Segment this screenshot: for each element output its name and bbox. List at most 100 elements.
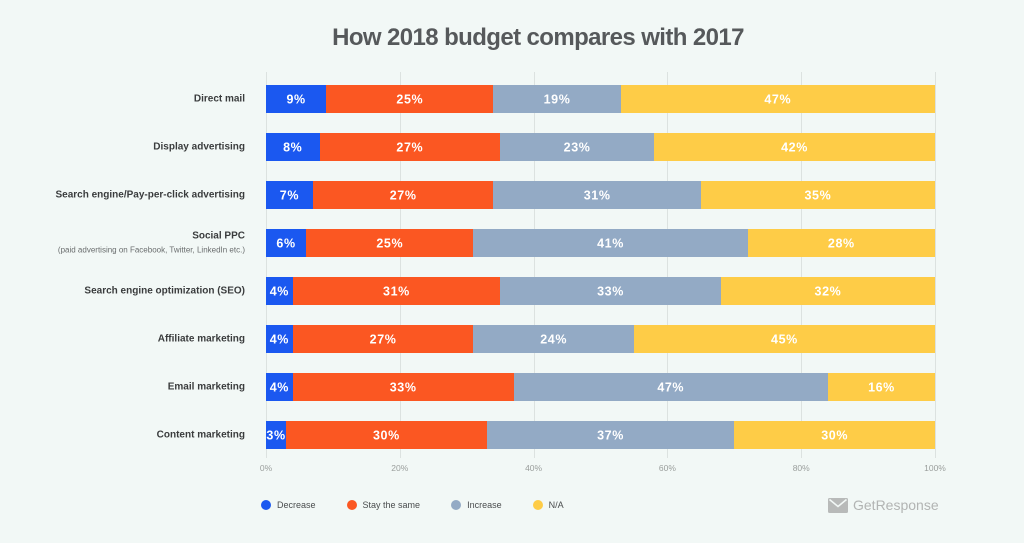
x-axis-ticks: 0% 20% 40% 60% 80% 100% <box>260 463 946 473</box>
data-label-search-engine-optimization-seo-decrease: 4% <box>270 285 289 299</box>
bar-segment-search-engine-optimization-seo-n-a <box>721 277 935 305</box>
legend-item-stay-the-same: Stay the same <box>346 498 421 512</box>
data-label-email-marketing-increase: 47% <box>657 381 684 395</box>
bar-segment-direct-mail-increase <box>493 85 621 113</box>
data-label-direct-mail-n-a: 47% <box>764 93 791 107</box>
x-tick-label: 100% <box>924 463 946 473</box>
bar-segment-search-engine-pay-per-click-advertising-increase <box>493 181 701 209</box>
bar-segment-social-ppc-n-a <box>748 229 935 257</box>
bar-segment-search-engine-pay-per-click-advertising-stay-the-same <box>313 181 493 209</box>
bar-segment-email-marketing-increase <box>514 373 828 401</box>
bar-segment-search-engine-optimization-seo-stay-the-same <box>293 277 500 305</box>
bar-social-ppc <box>266 229 935 257</box>
bar-segment-affiliate-marketing-increase <box>473 325 634 353</box>
bar-segment-search-engine-pay-per-click-advertising-decrease <box>266 181 313 209</box>
bar-segment-search-engine-optimization-seo-decrease <box>266 277 293 305</box>
bar-search-engine-pay-per-click-advertising <box>266 181 935 209</box>
category-label-social-ppc: Social PPC <box>192 231 245 242</box>
bar-segment-content-marketing-decrease <box>266 421 286 449</box>
data-label-affiliate-marketing-increase: 24% <box>540 333 567 347</box>
chart-title: How 2018 budget compares with 2017 <box>332 24 744 51</box>
bar-segment-affiliate-marketing-decrease <box>266 325 293 353</box>
category-note-social-ppc: (paid advertising on Facebook, Twitter, … <box>58 246 245 255</box>
brand-logo: GetResponse <box>828 496 939 514</box>
bar-segment-email-marketing-stay-the-same <box>293 373 514 401</box>
bar-affiliate-marketing <box>266 325 935 353</box>
data-label-direct-mail-increase: 19% <box>544 93 571 107</box>
legend-label-increase: Increase <box>467 500 502 510</box>
category-label-direct-mail: Direct mail <box>194 94 245 105</box>
bar-segment-display-advertising-n-a <box>654 133 935 161</box>
bar-search-engine-optimization-seo <box>266 277 935 305</box>
bar-direct-mail <box>266 85 935 113</box>
bar-content-marketing <box>266 421 935 449</box>
data-label-email-marketing-stay-the-same: 33% <box>390 381 417 395</box>
x-tick-label: 60% <box>659 463 676 473</box>
bar-segment-display-advertising-increase <box>500 133 654 161</box>
legend: Decrease Stay the same Increase N/A <box>261 498 595 512</box>
data-label-social-ppc-stay-the-same: 25% <box>376 237 403 251</box>
legend-label-n-a: N/A <box>548 500 564 510</box>
data-label-social-ppc-increase: 41% <box>597 237 624 251</box>
data-label-display-advertising-stay-the-same: 27% <box>396 141 423 155</box>
bar-segment-affiliate-marketing-n-a <box>634 325 935 353</box>
bar-segment-email-marketing-n-a <box>828 373 935 401</box>
category-label-search-engine-optimization-seo: Search engine optimization (SEO) <box>84 286 245 297</box>
bar-email-marketing <box>266 373 935 401</box>
legend-swatch-n-a <box>532 500 543 510</box>
bar-segment-content-marketing-stay-the-same <box>286 421 487 449</box>
data-label-content-marketing-decrease: 3% <box>266 429 285 443</box>
bar-segment-search-engine-optimization-seo-increase <box>500 277 721 305</box>
category-label-display-advertising: Display advertising <box>153 142 245 153</box>
category-label-email-marketing: Email marketing <box>168 382 245 393</box>
legend-item-n-a: N/A <box>532 498 564 512</box>
data-label-display-advertising-decrease: 8% <box>283 141 302 155</box>
x-tick-label: 20% <box>391 463 408 473</box>
data-label-email-marketing-n-a: 16% <box>868 381 895 395</box>
legend-swatch-decrease <box>261 500 271 510</box>
data-label-search-engine-optimization-seo-stay-the-same: 31% <box>383 285 410 299</box>
bar-segment-display-advertising-stay-the-same <box>320 133 500 161</box>
data-label-social-ppc-n-a: 28% <box>828 237 855 251</box>
bar-segment-social-ppc-decrease <box>266 229 306 257</box>
legend-label-decrease: Decrease <box>277 500 316 510</box>
legend-swatch-stay-the-same <box>346 500 357 510</box>
bar-segment-direct-mail-decrease <box>266 85 326 113</box>
category-labels: Direct mail Display advertising Search eng… <box>55 94 245 441</box>
data-label-email-marketing-decrease: 4% <box>270 381 289 395</box>
data-label-content-marketing-stay-the-same: 30% <box>373 429 400 443</box>
data-label-search-engine-pay-per-click-advertising-increase: 31% <box>584 189 611 203</box>
category-label-search-engine-pay-per-click-advertising: Search engine/Pay-per-click advertising <box>55 190 245 201</box>
legend-label-stay-the-same: Stay the same <box>362 500 421 510</box>
envelope-icon <box>828 497 848 513</box>
bar-segment-display-advertising-decrease <box>266 133 320 161</box>
category-label-affiliate-marketing: Affiliate marketing <box>158 334 245 345</box>
bar-segment-content-marketing-increase <box>487 421 734 449</box>
data-label-affiliate-marketing-decrease: 4% <box>270 333 289 347</box>
x-tick-label: 80% <box>793 463 810 473</box>
legend-item-increase: Increase <box>451 498 502 512</box>
x-tick-label: 40% <box>525 463 542 473</box>
data-label-content-marketing-n-a: 30% <box>821 429 848 443</box>
data-label-search-engine-optimization-seo-n-a: 32% <box>815 285 842 299</box>
data-label-search-engine-pay-per-click-advertising-stay-the-same: 27% <box>390 189 417 203</box>
legend-swatch-increase <box>451 500 462 510</box>
bars <box>266 85 935 449</box>
bar-segment-direct-mail-n-a <box>621 85 935 113</box>
data-label-direct-mail-decrease: 9% <box>286 93 305 107</box>
data-label-display-advertising-increase: 23% <box>564 141 591 155</box>
bar-segment-search-engine-pay-per-click-advertising-n-a <box>701 181 935 209</box>
data-label-search-engine-optimization-seo-increase: 33% <box>597 285 624 299</box>
data-label-search-engine-pay-per-click-advertising-decrease: 7% <box>280 189 299 203</box>
x-tick-label: 0% <box>260 463 273 473</box>
brand-name: GetResponse <box>853 497 939 513</box>
bar-segment-affiliate-marketing-stay-the-same <box>293 325 473 353</box>
bar-segment-content-marketing-n-a <box>734 421 935 449</box>
bar-segment-email-marketing-decrease <box>266 373 293 401</box>
bar-display-advertising <box>266 133 935 161</box>
bar-segment-social-ppc-stay-the-same <box>306 229 473 257</box>
legend-item-decrease: Decrease <box>261 498 316 512</box>
data-label-content-marketing-increase: 37% <box>597 429 624 443</box>
